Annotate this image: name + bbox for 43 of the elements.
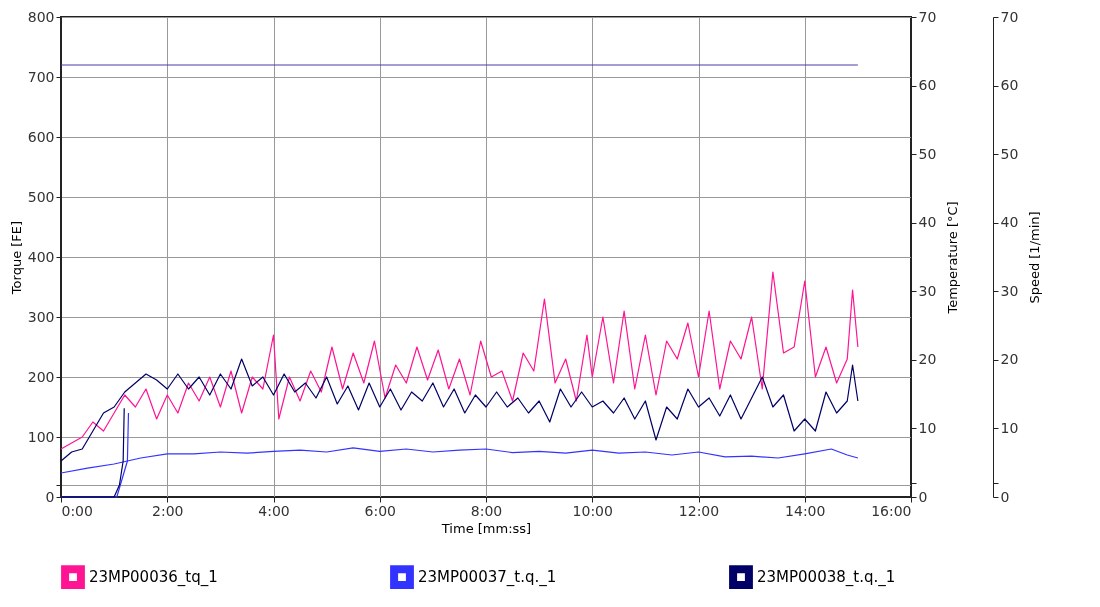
y2-tick-label: 70: [918, 8, 937, 25]
x-tick-label: 2:00: [152, 502, 184, 519]
x-tick-label: 14:00: [785, 502, 826, 519]
y3-axis-title: Speed [1/min]: [1026, 211, 1042, 304]
x-tick-label: 0:00: [61, 502, 93, 519]
legend-label: 23MP00037_t.q._1: [418, 568, 557, 588]
y-tick-label: 600: [27, 128, 55, 145]
line-series: [60, 271, 859, 450]
y2-tick-label: 40: [918, 214, 937, 231]
y2-tick-label: 10: [918, 419, 937, 436]
y-tick-label: 400: [27, 248, 55, 265]
y2-tick-label: 30: [918, 282, 937, 299]
y2-tick-label: 20: [918, 351, 937, 368]
y3-tick-label: 20: [1000, 351, 1019, 368]
x-tick-label: 6:00: [364, 502, 396, 519]
y2-tick-label: 60: [918, 77, 937, 94]
x-tick-label: 4:00: [258, 502, 290, 519]
x-tick-label: 12:00: [678, 502, 720, 519]
y3-tick-label: 40: [1000, 214, 1019, 231]
y-tick-label: 700: [27, 68, 55, 85]
y-tick-label: 800: [27, 8, 55, 25]
y3-tick-label: 70: [1000, 8, 1019, 25]
y2-tick-label: 50: [918, 145, 937, 162]
y3-tick-label: 30: [1000, 282, 1019, 299]
y-axis-title: Torque [FE]: [8, 220, 24, 296]
legend-label: 23MP00036_tq_1: [89, 568, 218, 588]
y-tick-label: 0: [45, 488, 55, 505]
y2-tick-label: 0: [918, 488, 928, 505]
y-tick-label: 300: [27, 308, 55, 325]
x-tick-label: 16:00: [871, 502, 912, 519]
y-tick-label: 100: [27, 428, 55, 445]
y-tick-label: 500: [27, 188, 55, 205]
y3-tick-label: 10: [1000, 419, 1019, 436]
legend-label: 23MP00038_t.q._1: [757, 568, 896, 588]
y3-tick-label: 50: [1000, 145, 1019, 162]
y3-tick-label: 0: [1000, 488, 1010, 505]
x-tick-label: 8:00: [470, 502, 503, 519]
y-tick-label: 200: [27, 368, 55, 385]
y2-axis-title: Temperature [°C]: [944, 201, 960, 315]
x-tick-label: 10:00: [572, 502, 613, 519]
y3-tick-label: 60: [1000, 77, 1019, 94]
x-axis-title: Time [mm:ss]: [440, 520, 532, 536]
line-series: [60, 358, 859, 462]
